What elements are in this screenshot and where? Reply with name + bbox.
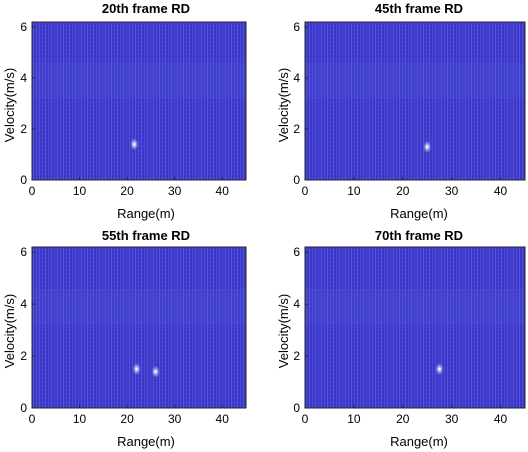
subplot-3: 55th frame RD Range(m) Velocity(m/s) 0 10… (2, 228, 247, 449)
subplot-1: 20th frame RD Range(m) Velocity(m/s) 0 10… (2, 1, 247, 221)
y-tick-label: 4 (293, 71, 300, 85)
x-tick-label: 20 (396, 412, 410, 426)
y-tick-label: 6 (20, 20, 27, 34)
axes-frame (304, 21, 526, 181)
x-tick-label: 10 (347, 412, 361, 426)
x-tick-label: 0 (29, 412, 36, 426)
subplot-title: 55th frame RD (102, 228, 190, 243)
x-tick-label: 40 (494, 412, 508, 426)
y-axis-label: Velocity(m/s) (2, 68, 17, 142)
x-axis-label: Range(m) (390, 206, 448, 221)
target-peak (135, 367, 139, 371)
y-tick-label: 0 (293, 401, 300, 415)
y-tick-label: 0 (20, 401, 27, 415)
target-peak (437, 367, 441, 371)
noise-band (305, 288, 525, 325)
x-axis-label: Range(m) (390, 434, 448, 449)
y-axis-label: Velocity(m/s) (2, 294, 17, 368)
y-tick-label: 6 (20, 245, 27, 259)
y-tick-label: 6 (293, 20, 300, 34)
x-axis-label: Range(m) (117, 206, 175, 221)
subplot-title: 20th frame RD (102, 1, 190, 16)
target-peak (132, 142, 136, 146)
y-tick-label: 4 (20, 71, 27, 85)
heatmap-area (32, 22, 246, 180)
x-tick-label: 10 (73, 184, 87, 198)
y-axis-label: Velocity(m/s) (276, 68, 291, 142)
y-tick-label: 0 (20, 173, 27, 187)
axes-frame (304, 246, 526, 409)
x-tick-label: 20 (120, 412, 134, 426)
x-tick-label: 30 (445, 184, 459, 198)
y-tick-label: 2 (20, 349, 27, 363)
x-tick-label: 30 (168, 412, 182, 426)
target-peak (154, 370, 158, 374)
noise-band (32, 62, 246, 99)
axes-frame (31, 246, 247, 409)
target-peak (425, 145, 429, 149)
x-tick-label: 30 (168, 184, 182, 198)
y-tick-label: 2 (20, 122, 27, 136)
x-tick-label: 0 (302, 184, 309, 198)
subplot-title: 70th frame RD (375, 228, 463, 243)
x-axis-label: Range(m) (117, 434, 175, 449)
heatmap-area (305, 22, 525, 180)
noise-band (32, 288, 246, 325)
noise-band (305, 62, 525, 99)
x-tick-label: 30 (445, 412, 459, 426)
y-tick-label: 2 (293, 122, 300, 136)
y-axis-label: Velocity(m/s) (276, 294, 291, 368)
heatmap-area (32, 247, 246, 408)
heatmap-area (305, 247, 525, 408)
y-tick-label: 0 (293, 173, 300, 187)
x-tick-label: 10 (347, 184, 361, 198)
x-tick-label: 20 (396, 184, 410, 198)
x-tick-label: 10 (73, 412, 87, 426)
subplot-4: 70th frame RD Range(m) Velocity(m/s) 0 10… (276, 228, 526, 449)
x-tick-label: 20 (120, 184, 134, 198)
x-tick-label: 40 (494, 184, 508, 198)
subplot-title: 45th frame RD (375, 1, 463, 16)
x-tick-label: 40 (216, 412, 230, 426)
x-tick-label: 40 (216, 184, 230, 198)
y-tick-label: 6 (293, 245, 300, 259)
y-tick-label: 2 (293, 349, 300, 363)
x-tick-label: 0 (302, 412, 309, 426)
axes-frame (31, 21, 247, 181)
y-tick-label: 4 (20, 297, 27, 311)
x-tick-label: 0 (29, 184, 36, 198)
y-tick-label: 4 (293, 297, 300, 311)
subplot-2: 45th frame RD Range(m) Velocity(m/s) 0 10… (276, 1, 526, 221)
